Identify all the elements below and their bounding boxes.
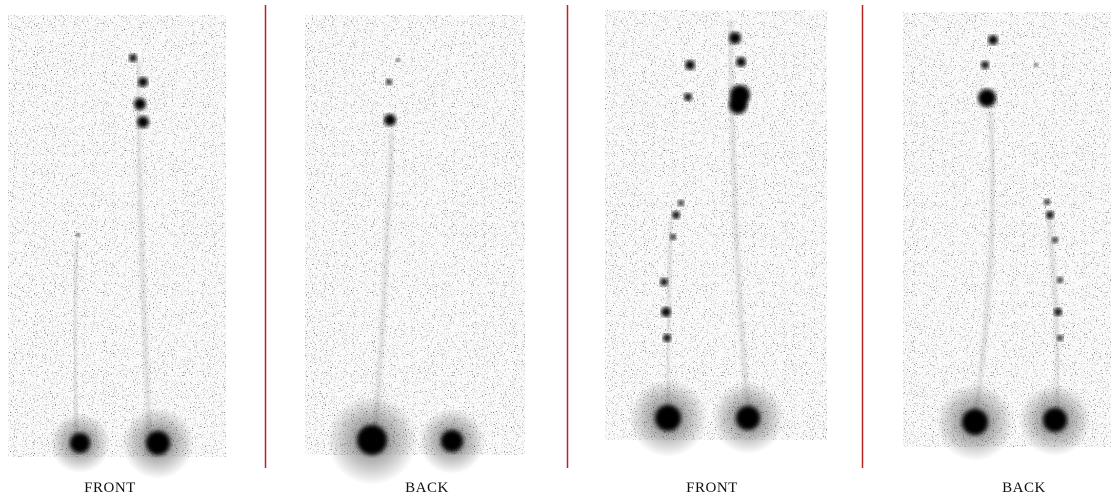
injection-site xyxy=(1043,408,1067,432)
lymph-node xyxy=(672,211,680,219)
scan-panel xyxy=(605,10,827,457)
lymph-node xyxy=(76,233,80,237)
injection-site xyxy=(146,431,170,455)
lymph-node xyxy=(988,35,998,45)
lymph-node xyxy=(1052,237,1058,243)
lymph-node xyxy=(134,98,146,110)
lymph-node xyxy=(981,61,989,69)
scan-panel xyxy=(903,12,1111,461)
scan-panel xyxy=(8,15,226,479)
lymph-node xyxy=(1057,277,1063,283)
lymph-node xyxy=(736,57,746,67)
lymph-node xyxy=(660,278,668,286)
lymph-node xyxy=(1046,211,1054,219)
view-label: BACK xyxy=(405,480,449,496)
lymph-node xyxy=(138,77,148,87)
lymph-node xyxy=(386,79,392,85)
lymph-node xyxy=(685,60,695,70)
lymph-track xyxy=(974,109,994,421)
injection-site xyxy=(962,409,988,435)
lymph-node xyxy=(1057,335,1063,341)
lymph-node xyxy=(684,93,692,101)
lymph-node xyxy=(661,307,671,317)
lymph-node xyxy=(663,334,671,342)
lymph-node xyxy=(978,89,996,107)
view-label: FRONT xyxy=(686,480,738,496)
lymph-node xyxy=(729,32,741,44)
lymph-node xyxy=(1044,199,1050,205)
lymph-node xyxy=(678,200,684,206)
lymph-node xyxy=(396,58,400,62)
lymph-node xyxy=(1054,308,1062,316)
lymph-node xyxy=(137,116,149,128)
injection-site xyxy=(357,425,387,455)
injection-site xyxy=(441,430,463,452)
scan-noise xyxy=(605,10,827,440)
view-label: FRONT xyxy=(84,480,136,496)
scan-noise xyxy=(8,15,226,457)
injection-site xyxy=(70,433,90,453)
lymph-node xyxy=(1034,63,1038,67)
scan-panels xyxy=(8,10,1111,485)
injection-site xyxy=(736,406,760,430)
view-label: BACK xyxy=(1002,480,1046,496)
scan-noise xyxy=(305,15,525,455)
scan-panel xyxy=(305,15,525,485)
lymph-node xyxy=(670,234,676,240)
scan-noise xyxy=(903,12,1111,447)
lymph-node xyxy=(129,54,137,62)
lymph-node xyxy=(384,114,396,126)
lymph-node xyxy=(729,96,747,114)
injection-site xyxy=(655,405,681,431)
